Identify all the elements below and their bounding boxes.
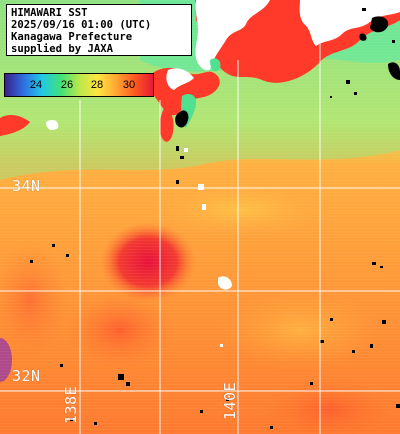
colorbar-tick-30: 30	[122, 79, 136, 91]
lat-label-32n: 32N	[12, 367, 41, 385]
cloud-mask-northeast	[370, 16, 389, 33]
title-box: HIMAWARI SST 2025/09/16 01:00 (UTC) Kana…	[6, 4, 192, 56]
lat-label-34n: 34N	[12, 177, 41, 195]
no-data-specks	[30, 8, 400, 429]
colorbar-tick-26: 26	[60, 79, 74, 91]
cloud-specks	[184, 148, 232, 347]
cloud-mask-northeast-2	[359, 33, 367, 41]
lon-label-140e: 140E	[221, 381, 239, 420]
sagami-bay	[210, 58, 221, 72]
white-land-north	[195, 0, 270, 71]
cloud-mask-east	[388, 62, 400, 80]
cloud-mask-bay	[175, 110, 189, 128]
title-line-region: Kanagawa Prefecture	[11, 31, 133, 43]
white-land-peninsula	[166, 68, 194, 90]
title-line-product: HIMAWARI SST	[11, 7, 88, 19]
white-land-small	[46, 120, 59, 130]
land-west-cape	[0, 115, 30, 136]
title-line-datetime: 2025/09/16 01:00 (UTC)	[11, 19, 152, 31]
colorbar-tick-28: 28	[90, 79, 104, 91]
white-land-east	[299, 0, 400, 46]
temperature-colorbar: 24 26 28 30	[4, 73, 154, 97]
title-line-credit: supplied by JAXA	[11, 43, 114, 55]
land-izu	[159, 104, 174, 142]
lon-label-138e: 138E	[62, 385, 80, 424]
colorbar-tick-24: 24	[29, 79, 43, 91]
